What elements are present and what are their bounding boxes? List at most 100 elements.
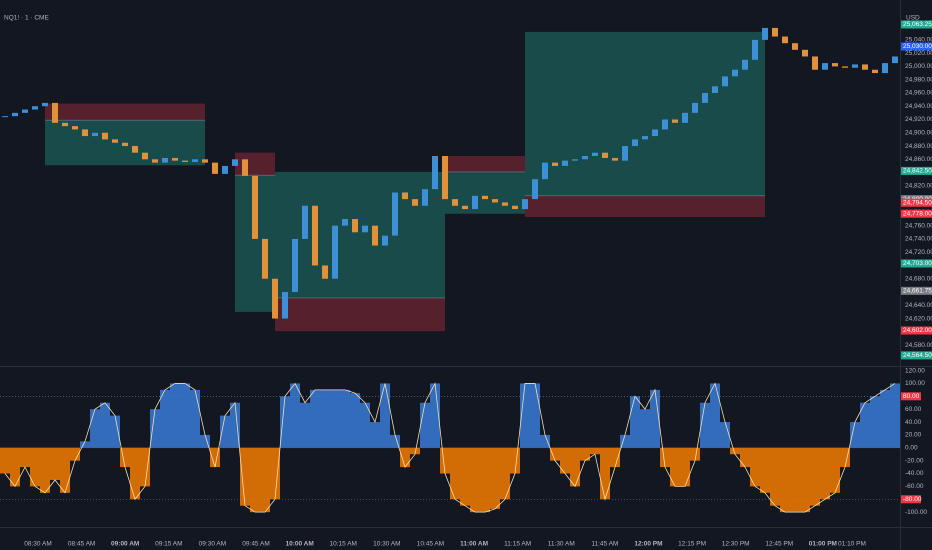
osc-bar [630, 396, 640, 448]
x-tick-label: 12:15 PM [678, 541, 706, 548]
osc-bar [720, 422, 730, 448]
osc-bar [310, 389, 320, 448]
osc-tick-label: 100.00 [905, 380, 925, 387]
osc-bar [90, 409, 100, 448]
osc-tick-label: 40.00 [905, 419, 922, 426]
y-tick-label: 24,760.00 [905, 222, 932, 229]
osc-bar [520, 383, 530, 448]
candle [522, 199, 528, 210]
osc-bar [360, 402, 370, 448]
candle [82, 129, 88, 137]
candle [422, 189, 428, 206]
osc-bar [140, 447, 150, 487]
osc-bar [120, 447, 130, 468]
candle [482, 195, 488, 200]
candle [582, 155, 588, 160]
candle [682, 112, 688, 123]
osc-bar [230, 402, 240, 448]
osc-bar [290, 383, 300, 448]
candle [722, 76, 728, 87]
osc-bar [330, 389, 340, 448]
osc-bar [740, 447, 750, 468]
price-label-bg [901, 209, 932, 218]
candle [752, 39, 758, 60]
candle [312, 205, 318, 266]
osc-bar [580, 447, 590, 461]
candle [672, 119, 678, 123]
osc-bar [40, 447, 50, 493]
x-tick-label: 01:10 PM [838, 541, 866, 548]
x-tick-label: 10:15 AM [330, 541, 357, 548]
candle [642, 136, 648, 140]
osc-level-bg [901, 495, 921, 504]
price-label: 24,564.50 [903, 352, 932, 359]
osc-bar [320, 389, 330, 448]
osc-bar [890, 383, 900, 448]
candle [232, 159, 238, 166]
osc-bar [870, 396, 880, 448]
osc-bar [660, 447, 670, 468]
osc-bar [390, 434, 400, 448]
osc-tick-label: -100.00 [905, 509, 927, 516]
candle [102, 132, 108, 140]
osc-bar [570, 447, 580, 487]
candle [692, 102, 698, 113]
osc-bar [450, 447, 460, 500]
osc-line [4, 382, 896, 513]
candle [342, 219, 348, 226]
osc-bar [100, 402, 110, 448]
osc-bar [350, 393, 360, 448]
candle [72, 126, 78, 130]
y-tick-label: 24,620.00 [905, 315, 932, 322]
osc-bar [190, 389, 200, 448]
osc-bar [480, 447, 490, 513]
osc-bar [380, 383, 390, 448]
x-tick-label: 10:45 AM [417, 541, 444, 548]
osc-bar [800, 447, 810, 513]
candle [292, 238, 298, 293]
x-tick-label: 11:15 AM [504, 541, 531, 548]
osc-bar [700, 402, 710, 448]
stop-zone [235, 152, 275, 176]
candle [542, 162, 548, 180]
candle [462, 205, 468, 210]
y-tick-label: 24,920.00 [905, 116, 932, 123]
candle [842, 66, 848, 68]
y-tick-label: 24,720.00 [905, 249, 932, 256]
osc-bar [830, 447, 840, 493]
osc-bar [560, 447, 570, 474]
candle [632, 139, 638, 147]
x-tick-label: 09:15 AM [155, 541, 182, 548]
y-tick-label: 24,680.00 [905, 275, 932, 282]
osc-bar [270, 447, 280, 500]
candle [112, 139, 118, 143]
x-tick-label: 11:00 AM [460, 541, 488, 548]
currency-label: USD [906, 15, 920, 22]
osc-bar [220, 415, 230, 448]
candle [552, 162, 558, 166]
osc-bar [650, 389, 660, 448]
candle [512, 205, 518, 210]
osc-bar [770, 447, 780, 506]
price-label-bg [901, 286, 932, 295]
stop-zone [525, 195, 765, 218]
price-label-bg [901, 20, 932, 29]
candle [382, 235, 388, 246]
osc-bar [300, 402, 310, 448]
osc-bar [30, 447, 40, 487]
candle [892, 56, 898, 64]
candle [272, 278, 278, 319]
price-label: 25,063.25 [903, 21, 932, 28]
osc-bar [620, 434, 630, 448]
candle [622, 146, 628, 161]
osc-bar [600, 447, 610, 500]
osc-bar [710, 383, 720, 448]
candle [802, 49, 808, 57]
candle [132, 146, 138, 153]
osc-tick-label: -60.00 [905, 483, 924, 490]
osc-bar [130, 447, 140, 500]
candle [152, 159, 158, 163]
osc-bar [790, 447, 800, 513]
x-tick-label: 09:00 AM [111, 541, 139, 548]
